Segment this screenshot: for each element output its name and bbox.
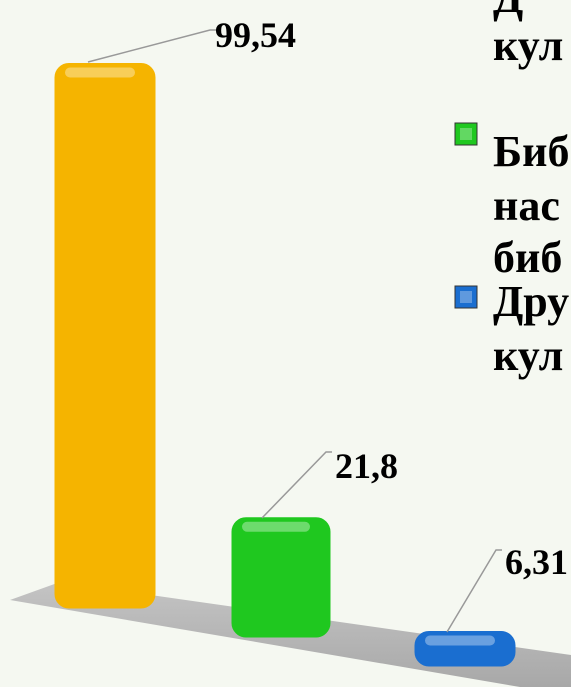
legend-marker-inner xyxy=(460,291,472,303)
bar xyxy=(231,517,331,638)
legend-marker xyxy=(454,285,478,309)
legend-label: Д xyxy=(493,0,523,22)
legend-label: нас xyxy=(493,181,560,230)
legend-marker-inner xyxy=(460,128,472,140)
legend-label: Биб xyxy=(493,127,569,176)
bar-highlight xyxy=(242,521,310,532)
leader-line xyxy=(87,29,216,63)
value-label: 99,54 xyxy=(215,15,296,55)
legend-label: биб xyxy=(493,233,562,282)
value-label: 21,8 xyxy=(335,446,398,486)
bar-highlight xyxy=(425,635,495,646)
legend-label: кул xyxy=(493,21,563,70)
value-label: 6,31 xyxy=(505,542,568,582)
legend-marker xyxy=(454,122,478,146)
legend-label: кул xyxy=(493,331,563,380)
legend-label: Дру xyxy=(493,277,569,326)
leader-line xyxy=(261,451,332,519)
bar xyxy=(414,630,516,667)
bar-highlight xyxy=(65,67,135,78)
bar xyxy=(54,63,156,609)
leader-line xyxy=(446,549,502,633)
